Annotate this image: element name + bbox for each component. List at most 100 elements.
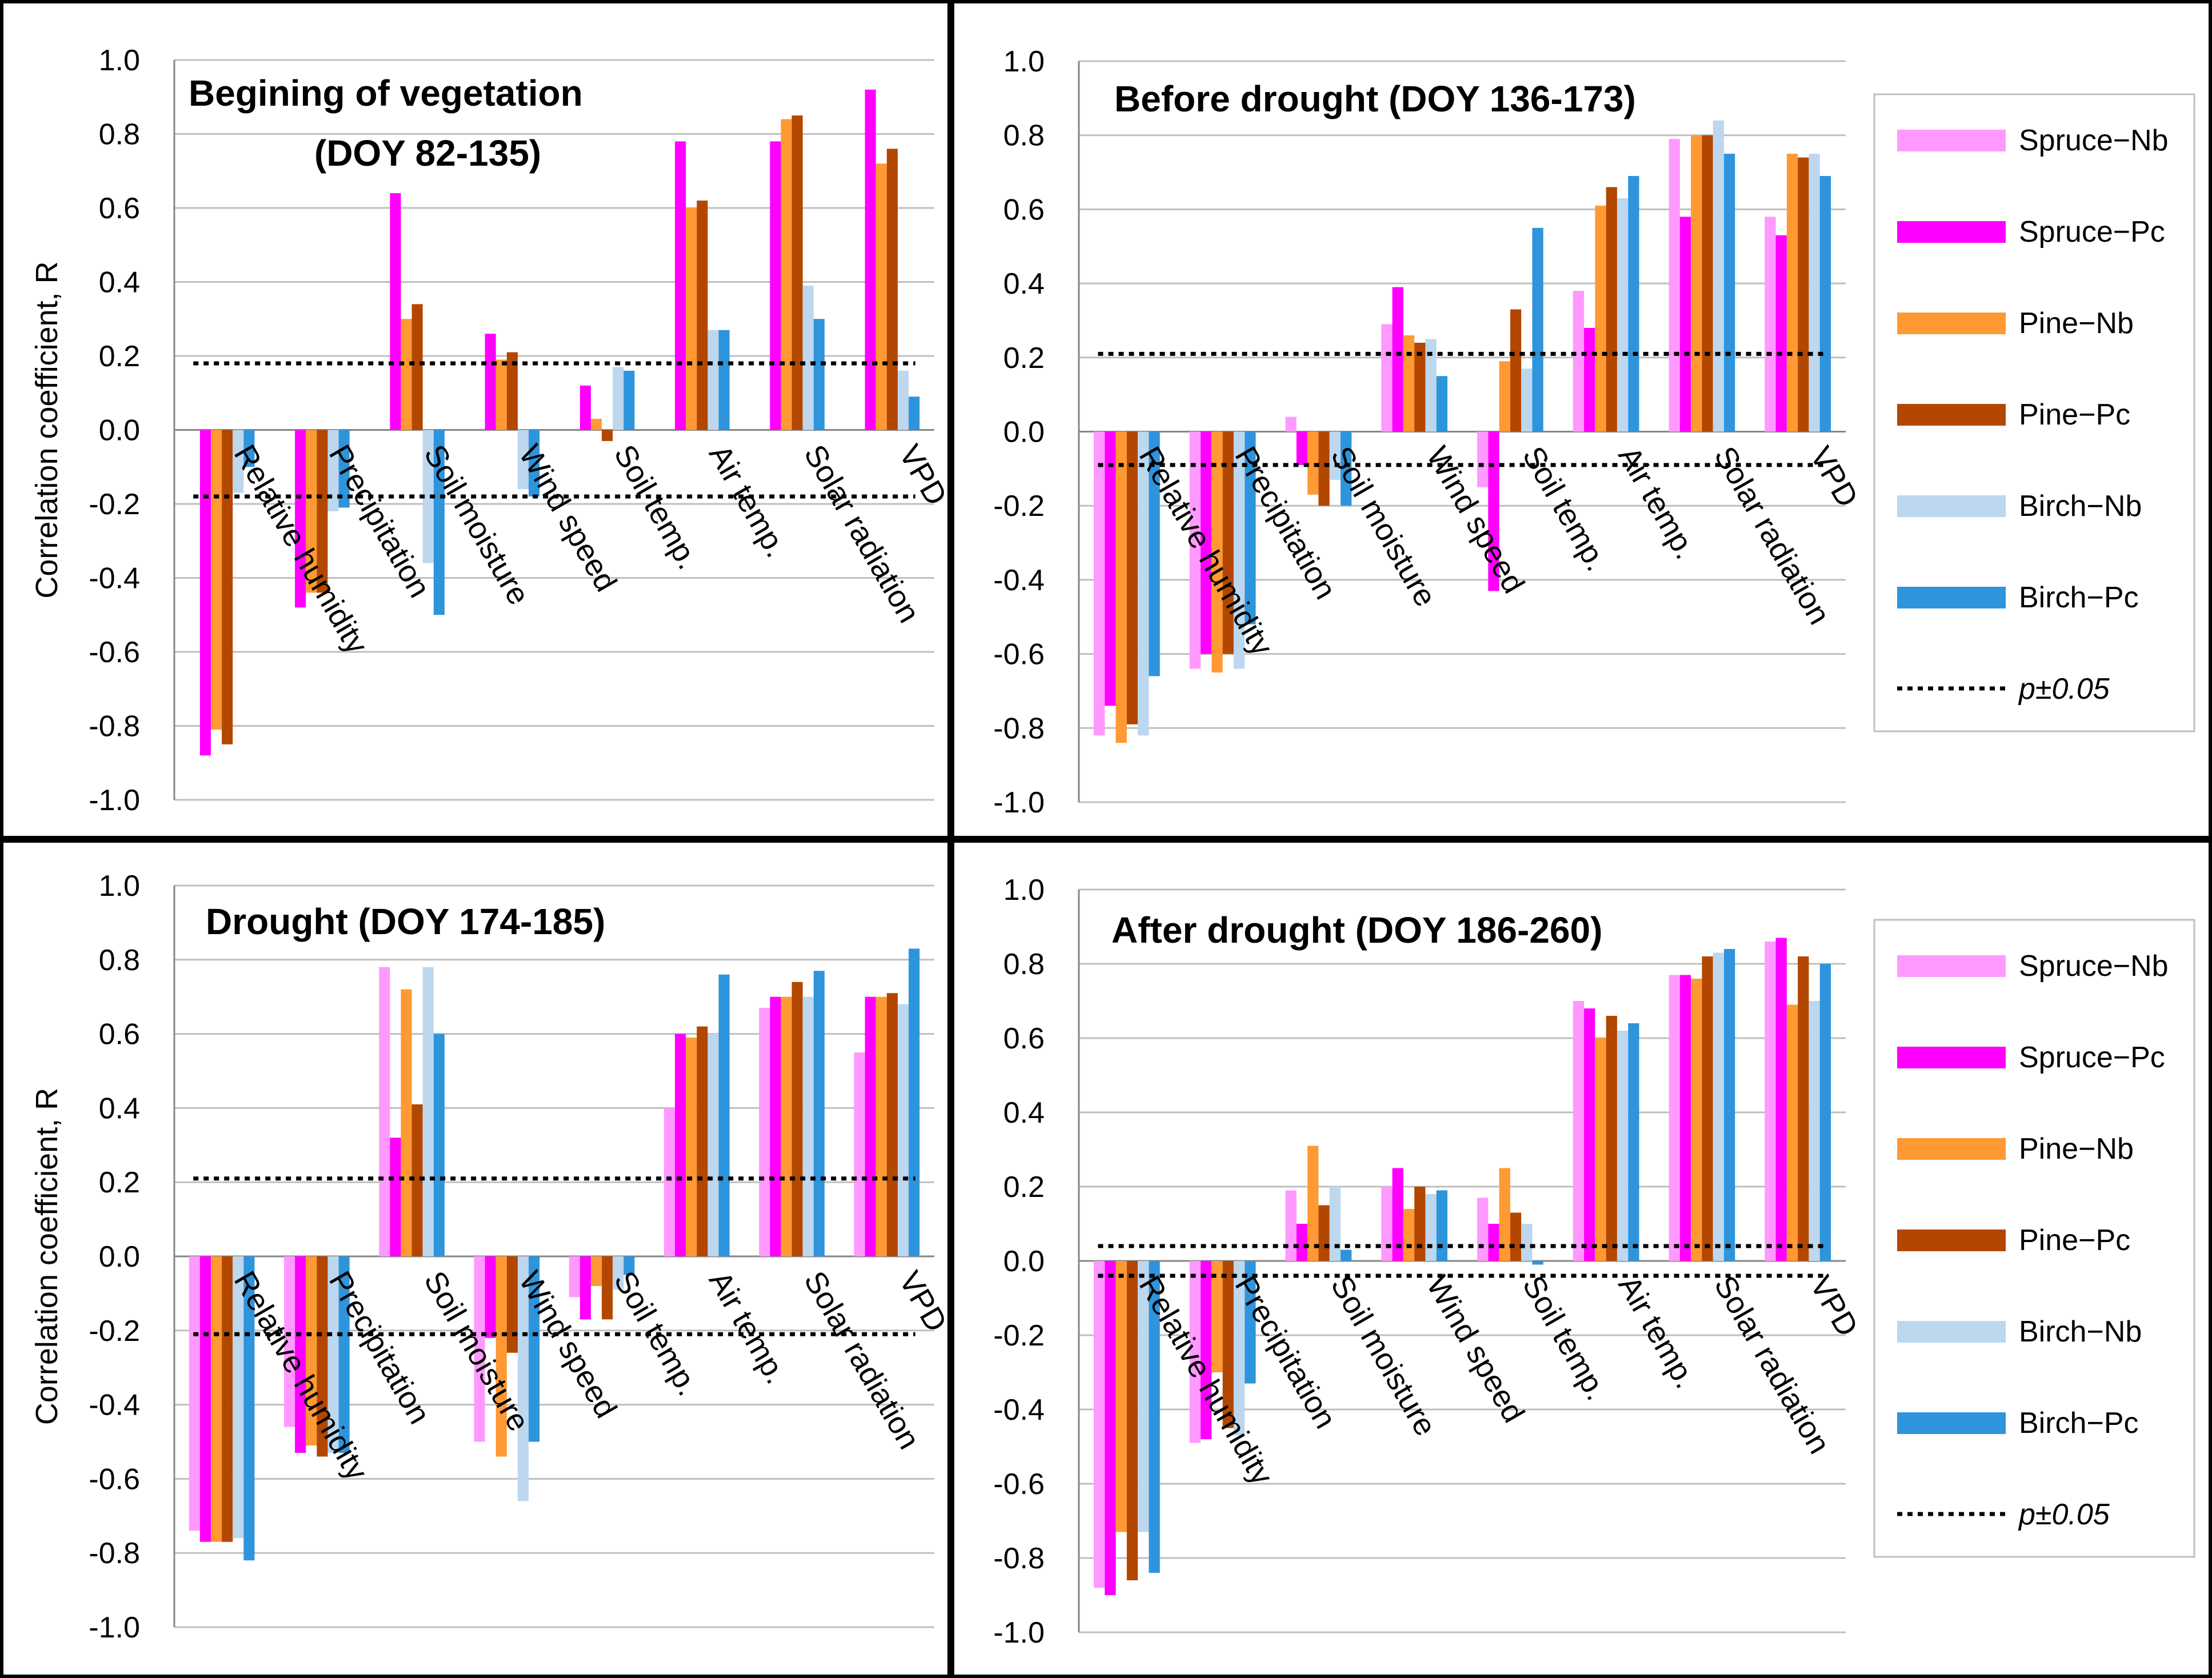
- legend-significance-label: p±0.05: [2018, 672, 2110, 706]
- bar-birch-pc-3: [1340, 431, 1352, 506]
- bar-spruce-nb-1: [189, 1256, 200, 1531]
- y-tick-label: 0.6: [1003, 193, 1045, 226]
- y-tick-label: 0.6: [99, 192, 140, 225]
- bar-pine-pc-2: [317, 1256, 328, 1457]
- bar-pine-pc-8: [886, 993, 898, 1256]
- bar-spruce-pc-5: [579, 1256, 591, 1320]
- bar-spruce-pc-4: [485, 334, 496, 430]
- y-tick-label: 0.8: [99, 944, 140, 977]
- legend-swatch-pine-pc: [1897, 404, 2006, 426]
- bar-pine-nb-3: [1307, 1146, 1319, 1261]
- y-tick-label: 0.2: [99, 340, 140, 373]
- bar-pine-nb-2: [306, 1256, 317, 1445]
- y-tick-label: -0.2: [89, 488, 140, 521]
- bar-spruce-nb-5: [1477, 1198, 1489, 1261]
- bar-birch-pc-1: [1149, 431, 1160, 676]
- bar-spruce-pc-3: [1296, 431, 1308, 465]
- bar-spruce-nb-4: [1381, 324, 1393, 432]
- bar-spruce-pc-2: [1201, 431, 1212, 654]
- bar-spruce-pc-4: [485, 1256, 496, 1338]
- y-axis-title: Correlation coefficient, R: [30, 1088, 64, 1425]
- bar-birch-nb-3: [1329, 1187, 1341, 1261]
- bar-pine-pc-7: [1702, 135, 1713, 432]
- y-tick-label: -0.2: [993, 1319, 1045, 1352]
- bar-birch-pc-5: [623, 370, 635, 430]
- legend-label: Pine−Pc: [2019, 398, 2130, 431]
- bar-birch-nb-2: [1233, 1261, 1245, 1436]
- bar-birch-nb-4: [517, 1256, 529, 1501]
- y-tick-label: -0.8: [89, 710, 140, 743]
- bar-pine-nb-8: [1786, 154, 1798, 432]
- bar-pine-pc-4: [506, 1256, 518, 1353]
- bar-birch-pc-4: [1436, 1190, 1447, 1261]
- legend-label: Birch−Pc: [2019, 1407, 2139, 1440]
- y-tick-label: -0.8: [993, 712, 1045, 745]
- y-tick-label: 0.8: [1003, 948, 1045, 981]
- bar-birch-nb-5: [613, 1256, 624, 1290]
- bar-birch-nb-7: [802, 285, 814, 430]
- bar-birch-pc-1: [243, 430, 255, 467]
- bar-pine-pc-5: [1510, 309, 1522, 432]
- bar-pine-nb-5: [591, 1256, 602, 1286]
- bar-birch-pc-6: [718, 974, 730, 1256]
- y-tick-label: -0.4: [89, 562, 140, 595]
- bar-pine-nb-1: [1115, 1261, 1127, 1532]
- bar-birch-pc-7: [813, 971, 825, 1256]
- bar-birch-pc-8: [909, 948, 920, 1256]
- bar-spruce-nb-7: [1669, 975, 1680, 1261]
- legend-swatch-spruce-pc: [1897, 221, 2006, 243]
- chart-title: Begining of vegetation: [189, 73, 583, 114]
- legend: Spruce−Nb Spruce−Pc Pine−Nb Pine−Pc Birch−Nb…: [1873, 93, 2195, 732]
- y-tick-label: 0.2: [1003, 1171, 1045, 1204]
- legend-swatch-birch-nb: [1897, 495, 2006, 517]
- bar-birch-nb-5: [1521, 369, 1533, 432]
- bar-pine-pc-2: [317, 430, 328, 593]
- bar-birch-pc-6: [1628, 1023, 1639, 1261]
- legend-significance-label: p±0.05: [2018, 1498, 2110, 1531]
- bar-birch-nb-1: [1138, 1261, 1149, 1532]
- y-axis-title: Correlation coefficient, R: [30, 261, 64, 598]
- y-tick-label: 0.8: [1003, 119, 1045, 153]
- chart-title: Before drought (DOY 136-173): [1114, 78, 1636, 119]
- bar-birch-nb-7: [1713, 120, 1724, 432]
- bar-spruce-pc-8: [1775, 235, 1787, 432]
- y-tick-label: -0.6: [89, 1463, 140, 1496]
- legend-label: Spruce−Pc: [2019, 1041, 2165, 1074]
- bar-birch-pc-7: [813, 319, 825, 430]
- y-tick-label: 1.0: [1003, 874, 1045, 907]
- bar-birch-pc-2: [338, 430, 350, 508]
- bar-pine-nb-4: [495, 1256, 507, 1457]
- bar-pine-pc-7: [791, 982, 803, 1256]
- bar-spruce-nb-8: [1765, 217, 1776, 432]
- legend-label: Birch−Nb: [2019, 1315, 2142, 1348]
- bar-pine-pc-5: [602, 1256, 613, 1320]
- bar-pine-nb-7: [781, 119, 792, 430]
- bar-spruce-nb-6: [1573, 1001, 1585, 1261]
- bar-pine-pc-1: [222, 1256, 233, 1542]
- bar-spruce-pc-8: [865, 89, 876, 430]
- bar-pine-pc-6: [697, 201, 708, 430]
- bar-birch-nb-3: [422, 430, 434, 563]
- bar-pine-nb-3: [401, 319, 412, 430]
- bar-spruce-pc-3: [390, 1138, 401, 1256]
- panel-border: [951, 839, 2212, 1678]
- bar-pine-nb-7: [1691, 135, 1702, 432]
- bar-birch-nb-8: [1809, 1001, 1820, 1261]
- bar-pine-pc-6: [697, 1026, 708, 1256]
- bar-pine-nb-6: [686, 1038, 697, 1256]
- y-tick-label: 0.0: [1003, 416, 1045, 449]
- legend-swatch-birch-nb: [1897, 1321, 2006, 1343]
- bar-birch-nb-7: [1713, 952, 1724, 1261]
- y-tick-label: 0.4: [99, 266, 140, 299]
- bar-pine-pc-7: [1702, 956, 1713, 1261]
- bar-spruce-nb-3: [379, 967, 390, 1256]
- bar-spruce-pc-4: [1392, 1168, 1403, 1261]
- bar-pine-nb-2: [1211, 1261, 1223, 1372]
- bar-spruce-nb-1: [1094, 431, 1105, 736]
- bar-spruce-nb-8: [1765, 942, 1776, 1261]
- bar-birch-nb-3: [1329, 431, 1341, 480]
- bar-spruce-pc-6: [1584, 327, 1595, 432]
- bar-birch-pc-1: [1149, 1261, 1160, 1573]
- legend-label: Birch−Pc: [2019, 581, 2139, 614]
- bar-spruce-pc-6: [1584, 1008, 1595, 1261]
